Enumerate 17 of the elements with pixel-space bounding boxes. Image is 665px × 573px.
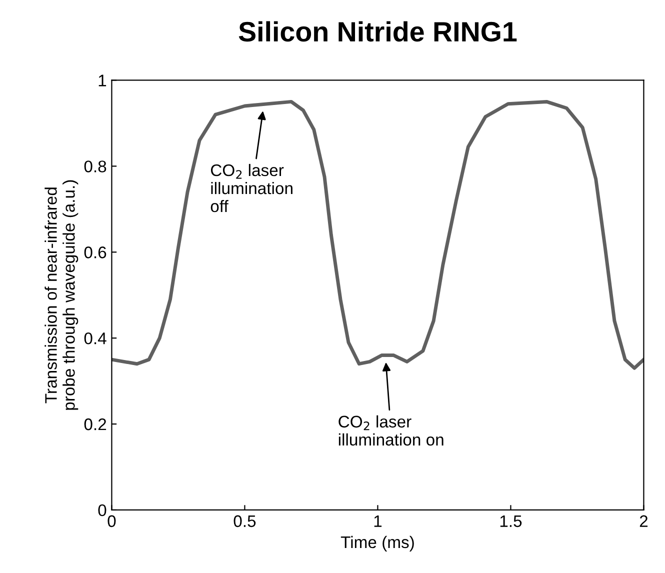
- x-tick-label: 0.5: [234, 515, 256, 528]
- y-tick-label: 0: [98, 504, 106, 516]
- y-tick-label: 0.2: [84, 418, 106, 430]
- annotation: CO$_{2}$ laser illumination on: [338, 415, 444, 446]
- chart-title: Silicon Nitride RING1: [238, 21, 517, 42]
- y-tick-label: 0.6: [84, 246, 106, 258]
- y-tick-label: 1: [98, 74, 106, 86]
- annotation: CO$_{2}$ laser illumination off: [210, 164, 292, 212]
- y-tick-label: 0.4: [84, 332, 106, 344]
- line-series: [112, 100, 644, 370]
- y-axis-title: Transmission of near-infrared probe through waveguide (a.u.): [44, 180, 78, 410]
- y-tick-label: 0.8: [84, 160, 106, 172]
- x-tick-label: 2: [640, 515, 648, 527]
- x-axis-title: Time (ms): [340, 536, 414, 552]
- x-tick-label: 1.5: [500, 515, 522, 528]
- x-tick-label: 0: [108, 515, 116, 528]
- x-tick-label: 1: [374, 515, 382, 527]
